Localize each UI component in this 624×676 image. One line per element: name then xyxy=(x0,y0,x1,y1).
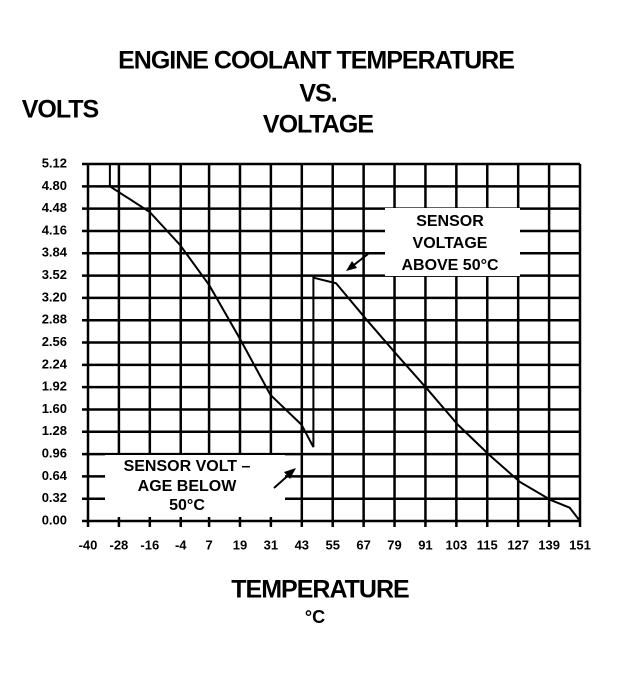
y-tick-label: 2.24 xyxy=(42,356,68,371)
x-tick-label: 103 xyxy=(446,537,468,552)
y-tick-label: 1.28 xyxy=(42,423,67,438)
annotation-text: 50°C xyxy=(169,497,205,514)
annotation-box xyxy=(105,455,285,517)
x-tick-label: -40 xyxy=(79,537,98,552)
y-tick-label: 3.84 xyxy=(42,245,68,260)
arrowhead xyxy=(284,468,296,479)
y-tick-label: 1.92 xyxy=(42,379,67,394)
y-axis-label: VOLTS xyxy=(22,96,99,124)
x-axis-label: TEMPERATURE xyxy=(231,576,409,604)
x-tick-label: -4 xyxy=(175,537,187,552)
x-tick-label: 151 xyxy=(569,537,591,552)
annotation-box xyxy=(385,208,520,276)
x-tick-label: 19 xyxy=(233,537,247,552)
x-tick-label: 43 xyxy=(295,537,309,552)
annotation-text: AGE BELOW xyxy=(138,478,238,495)
x-tick-label: 79 xyxy=(387,537,401,552)
chart-title: VOLTAGE xyxy=(263,111,373,139)
data-line xyxy=(108,164,581,522)
y-tick-label: 4.16 xyxy=(42,222,67,237)
x-tick-label: 7 xyxy=(205,537,212,552)
annotation-text: SENSOR xyxy=(416,213,484,230)
y-tick-label: 0.96 xyxy=(42,446,67,461)
y-tick-label: 4.48 xyxy=(42,200,67,215)
x-tick-label: -28 xyxy=(110,537,129,552)
chart-title: ENGINE COOLANT TEMPERATURE xyxy=(118,47,514,75)
arrowhead xyxy=(346,261,357,271)
y-tick-label: 3.20 xyxy=(42,289,67,304)
annotation-text: SENSOR VOLT – xyxy=(124,458,251,475)
x-tick-label: 91 xyxy=(418,537,432,552)
x-tick-label: 67 xyxy=(356,537,370,552)
y-tick-label: 0.64 xyxy=(42,468,68,483)
y-tick-label: 0.32 xyxy=(42,490,67,505)
y-tick-label: 2.56 xyxy=(42,334,67,349)
x-tick-label: 55 xyxy=(325,537,339,552)
annotation-text: ABOVE 50°C xyxy=(401,257,499,274)
x-tick-label: 127 xyxy=(507,537,529,552)
y-tick-label: 3.52 xyxy=(42,267,67,282)
y-tick-label: 0.00 xyxy=(42,512,67,527)
chart-title: VS. xyxy=(299,80,336,108)
x-tick-label: 31 xyxy=(264,537,278,552)
y-tick-label: 1.60 xyxy=(42,401,67,416)
annotation-text: VOLTAGE xyxy=(413,235,488,252)
y-tick-label: 5.12 xyxy=(42,155,67,170)
x-tick-label: 115 xyxy=(477,537,498,552)
y-tick-label: 4.80 xyxy=(42,178,67,193)
x-tick-label: 139 xyxy=(538,537,560,552)
x-tick-label: -16 xyxy=(140,537,159,552)
x-axis-unit: °C xyxy=(305,607,325,627)
y-tick-label: 2.88 xyxy=(42,312,67,327)
